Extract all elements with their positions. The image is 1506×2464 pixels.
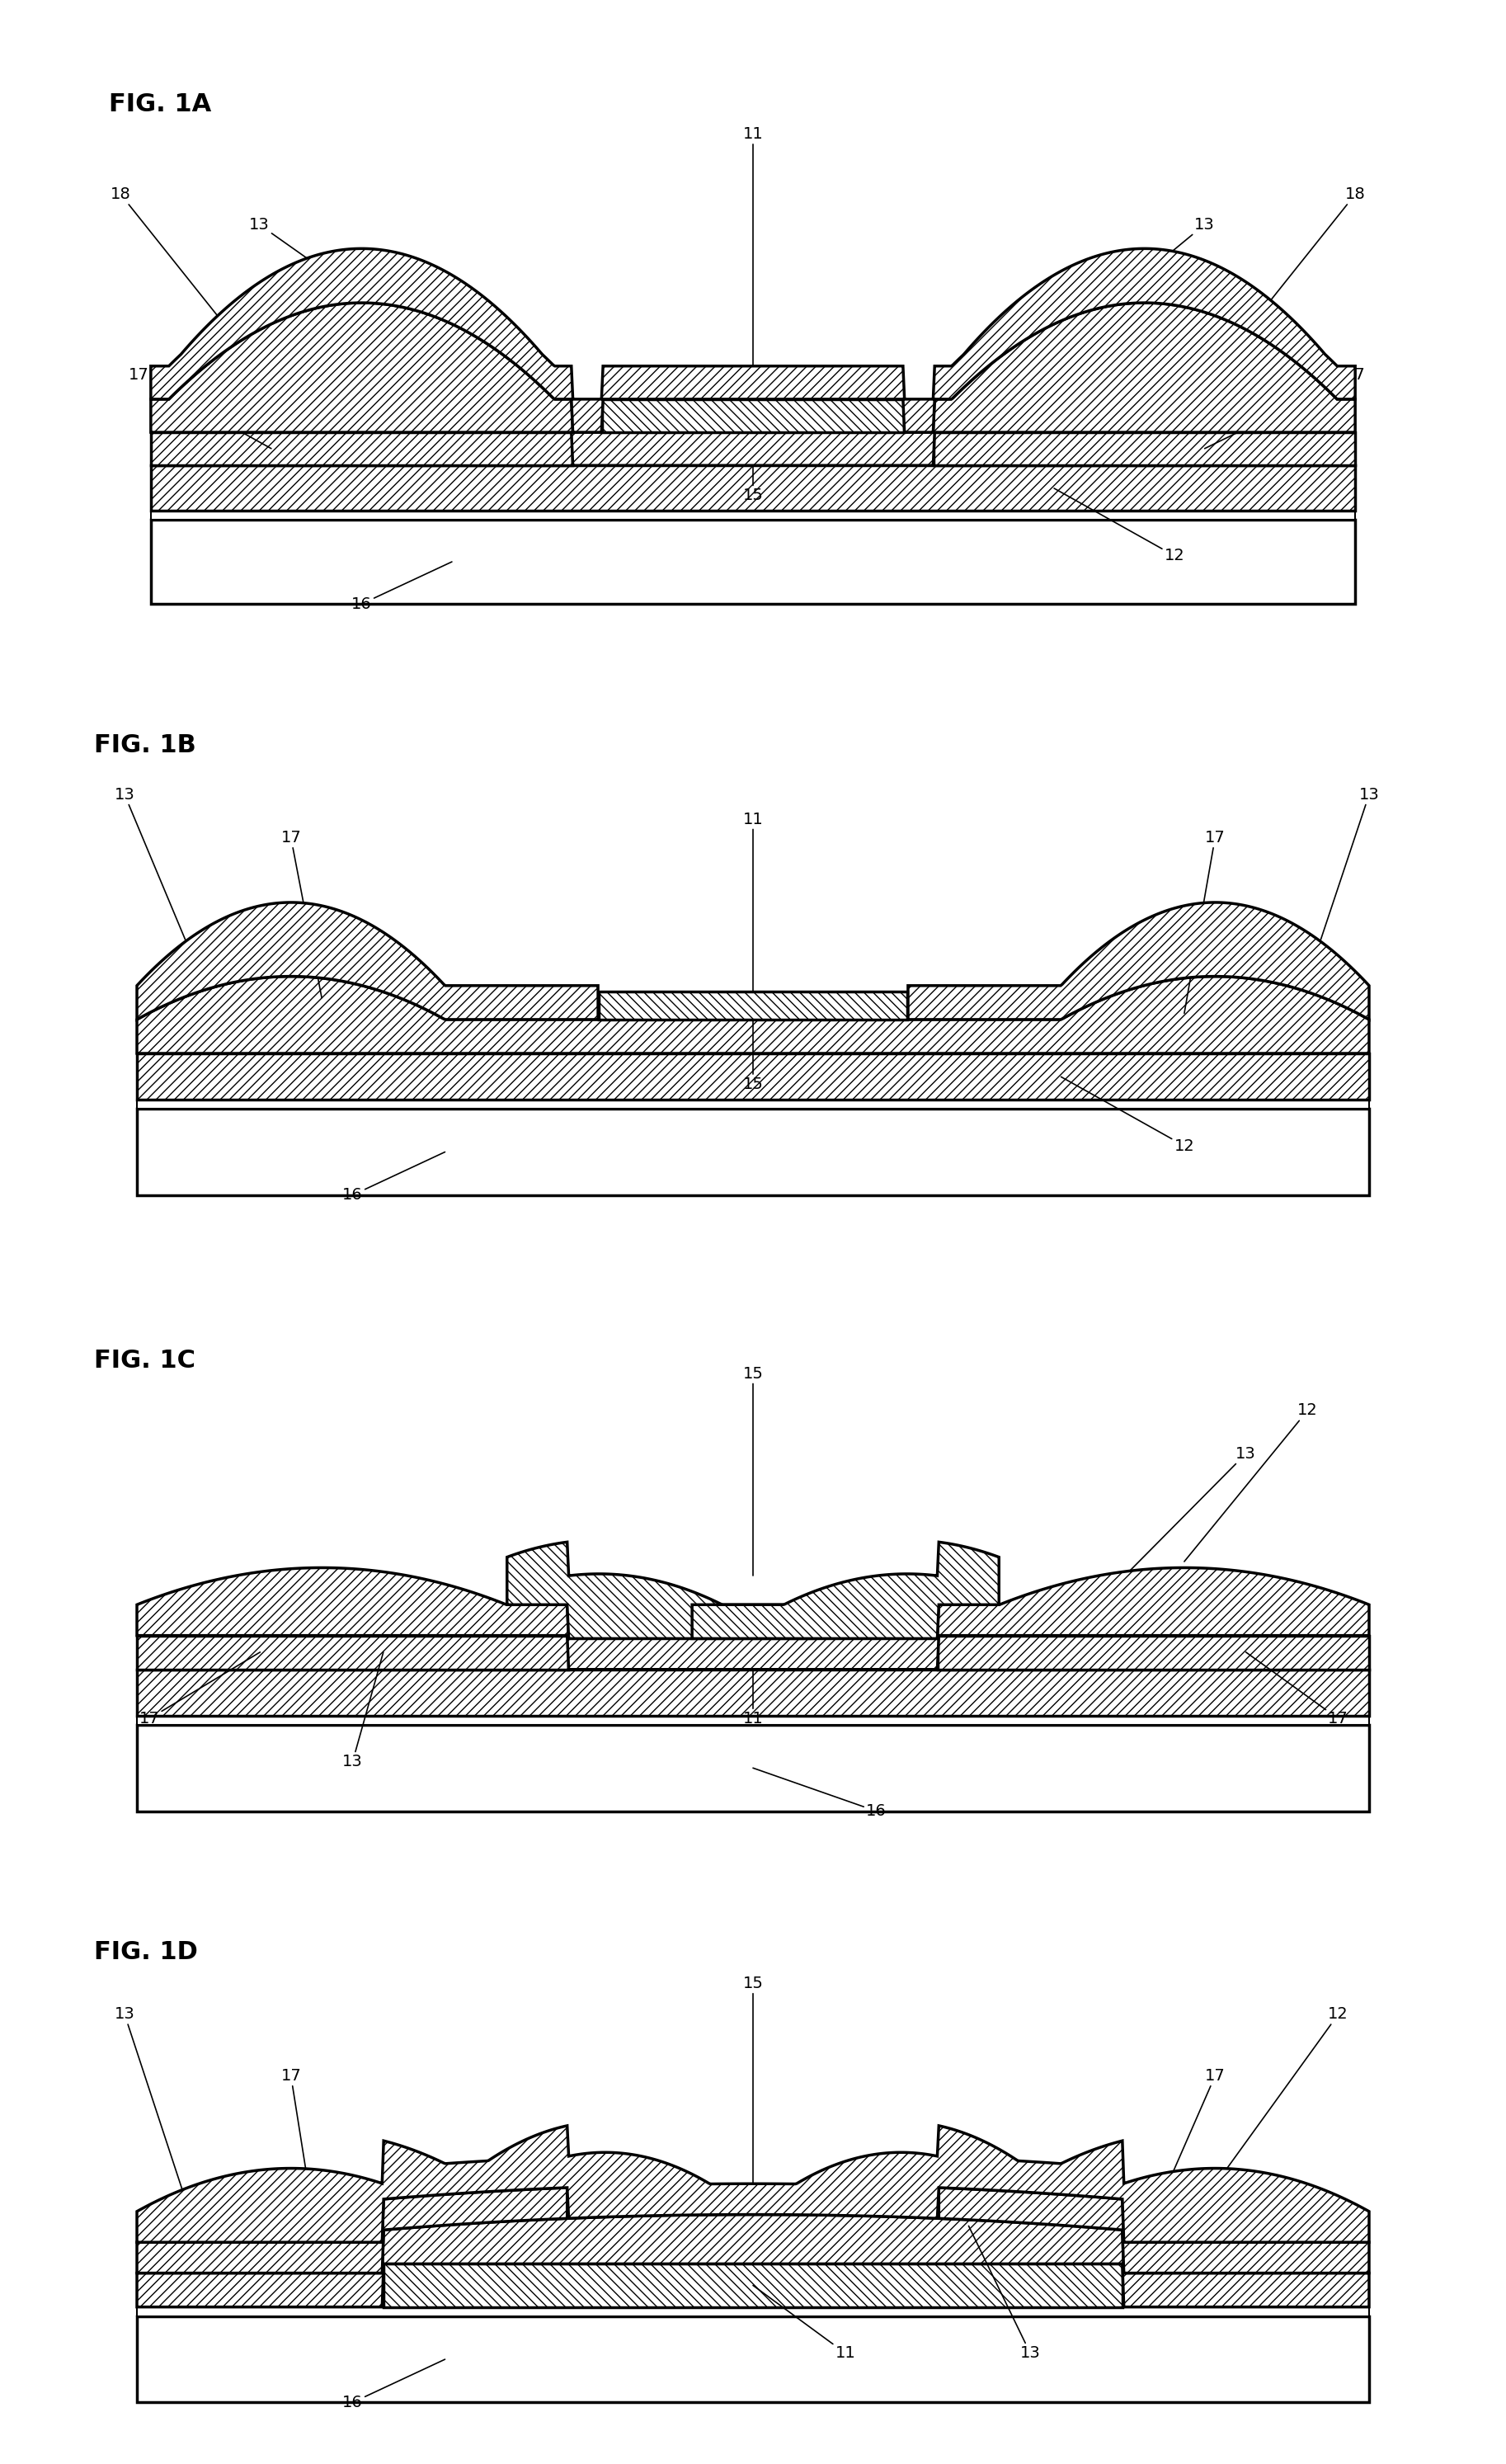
Text: 17: 17 (1245, 1653, 1348, 1727)
Text: FIG. 1A: FIG. 1A (108, 91, 211, 116)
Text: 15: 15 (742, 1365, 764, 1574)
Text: 12: 12 (1054, 488, 1185, 564)
Text: 11: 11 (742, 811, 764, 1005)
Polygon shape (934, 431, 1355, 466)
Polygon shape (908, 902, 1369, 1020)
Polygon shape (137, 2306, 1369, 2316)
Polygon shape (137, 1715, 1369, 1725)
Text: 13: 13 (114, 786, 199, 971)
Text: 12: 12 (1215, 2006, 1348, 2186)
Text: 13: 13 (114, 2006, 199, 2240)
Polygon shape (602, 399, 904, 431)
Text: 11: 11 (742, 1653, 764, 1727)
Polygon shape (508, 1542, 813, 1639)
Polygon shape (137, 1567, 1369, 1671)
Polygon shape (137, 2215, 1369, 2306)
Text: 13: 13 (1114, 217, 1215, 298)
Text: 12: 12 (1062, 1077, 1194, 1153)
Polygon shape (137, 2188, 568, 2274)
Text: 17: 17 (280, 2067, 322, 2269)
Polygon shape (137, 1109, 1369, 1195)
Polygon shape (137, 1671, 1369, 1715)
Text: 11: 11 (742, 126, 764, 382)
Polygon shape (384, 2264, 1122, 2306)
Polygon shape (137, 1055, 1369, 1099)
Polygon shape (151, 431, 572, 466)
Polygon shape (151, 249, 1355, 431)
Text: 18: 18 (110, 187, 223, 323)
Text: 17: 17 (128, 367, 271, 448)
Polygon shape (693, 1542, 998, 1639)
Polygon shape (599, 993, 907, 1020)
Polygon shape (137, 902, 598, 1020)
Text: 16: 16 (753, 1769, 887, 1818)
Text: 13: 13 (1122, 1446, 1256, 1577)
Text: FIG. 1D: FIG. 1D (93, 1939, 197, 1964)
Text: 12: 12 (1184, 1402, 1318, 1562)
Text: 13: 13 (248, 217, 361, 296)
Text: 16: 16 (351, 562, 452, 611)
Text: 15: 15 (742, 1976, 764, 2190)
Text: 17: 17 (139, 1653, 261, 1727)
Text: 17: 17 (1154, 2067, 1226, 2218)
Text: 17: 17 (1184, 830, 1226, 1013)
Polygon shape (137, 2316, 1369, 2402)
Text: 16: 16 (342, 2361, 444, 2410)
Text: 16: 16 (342, 1153, 444, 1202)
Text: 13: 13 (1307, 786, 1379, 981)
Polygon shape (938, 2188, 1369, 2274)
Text: 17: 17 (280, 830, 322, 998)
Polygon shape (151, 510, 1355, 520)
Text: 13: 13 (342, 1653, 384, 1769)
Text: 17: 17 (1205, 367, 1366, 448)
Polygon shape (151, 303, 1355, 466)
Text: 15: 15 (742, 416, 764, 503)
Text: 18: 18 (1265, 187, 1366, 308)
Polygon shape (151, 466, 1355, 510)
Polygon shape (137, 976, 1369, 1055)
Text: FIG. 1B: FIG. 1B (93, 732, 196, 756)
Text: 15: 15 (742, 1005, 764, 1092)
Polygon shape (151, 520, 1355, 604)
Text: 11: 11 (753, 2287, 855, 2361)
Polygon shape (137, 1725, 1369, 1811)
Polygon shape (137, 1099, 1369, 1109)
Text: 13: 13 (968, 2225, 1041, 2361)
Polygon shape (137, 2126, 1369, 2242)
Polygon shape (938, 1636, 1369, 1671)
Text: FIG. 1C: FIG. 1C (93, 1348, 196, 1372)
Polygon shape (137, 1636, 568, 1671)
